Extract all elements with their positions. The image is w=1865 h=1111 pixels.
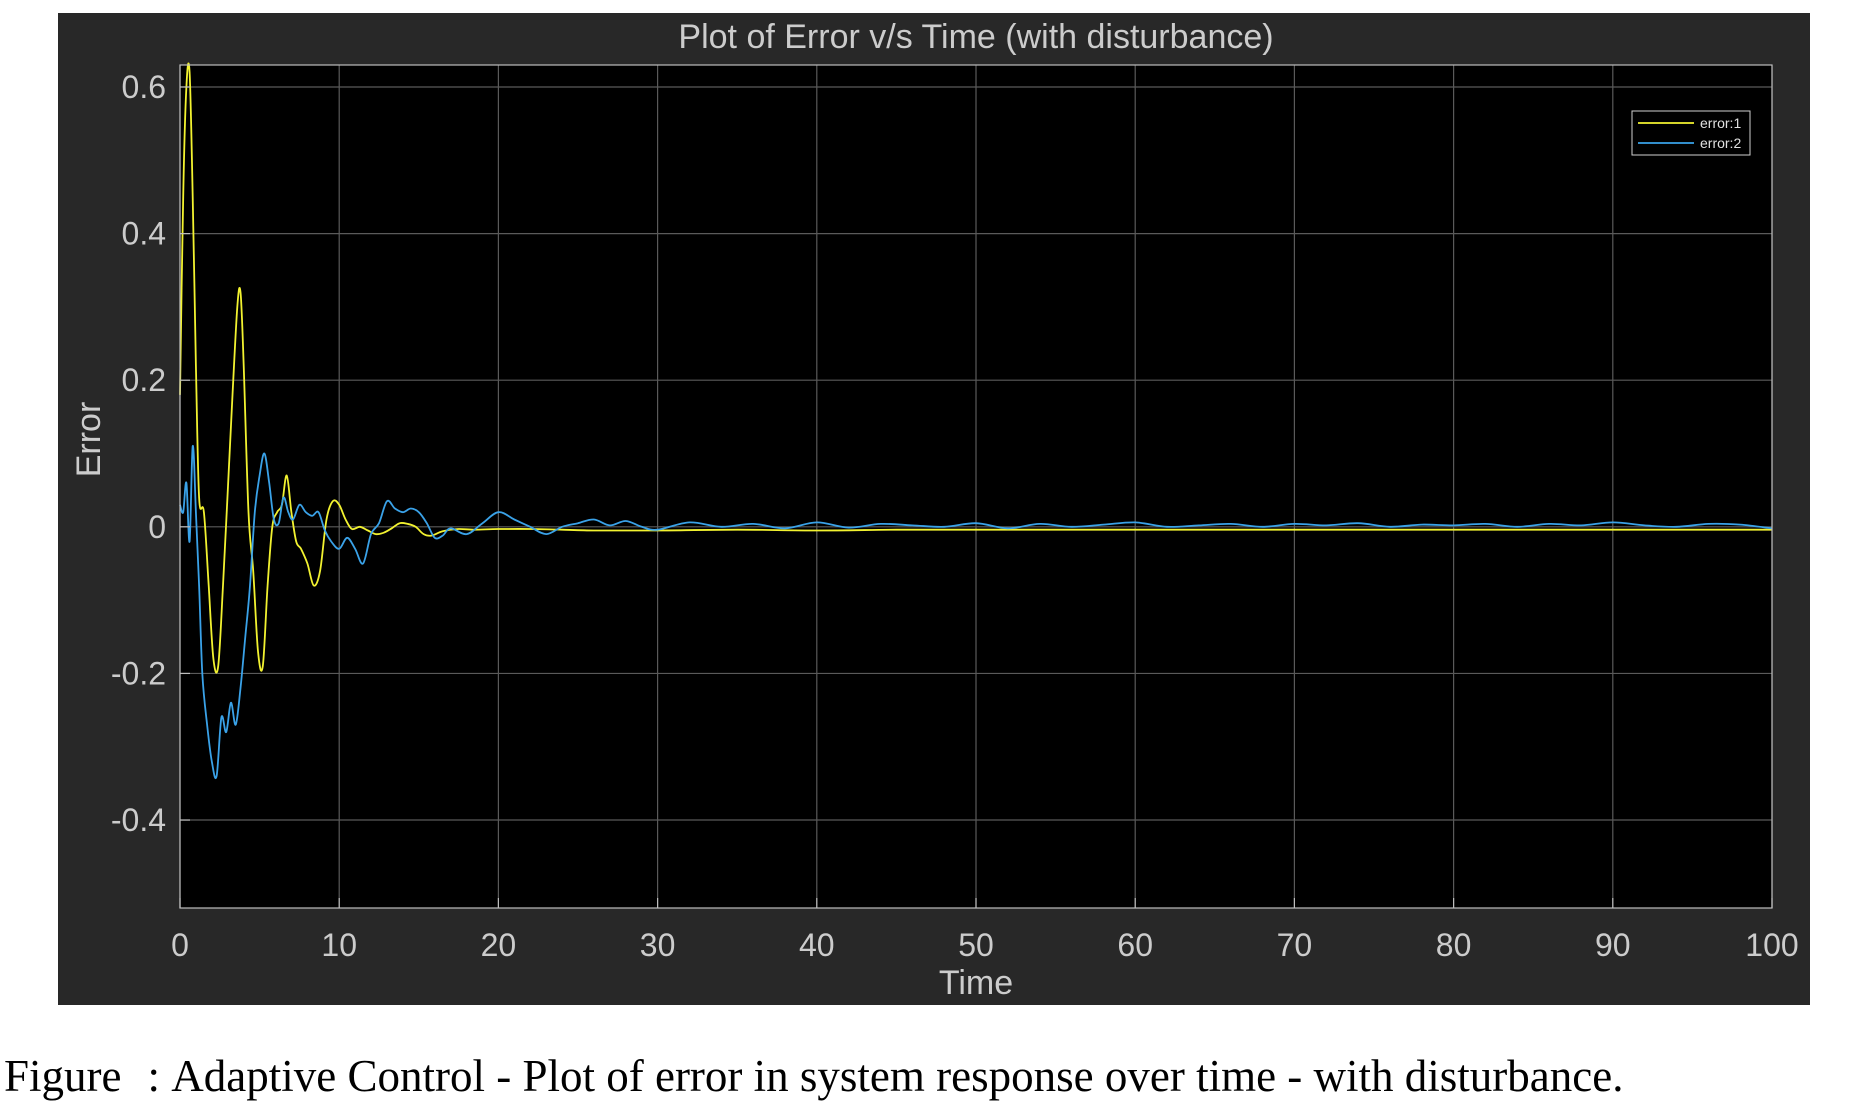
x-tick-label: 40 [799,927,835,963]
legend: error:1 error:2 [1631,110,1751,156]
tick-labels: 0 10 20 30 40 50 60 70 80 90 100 -0.4 -0.2 0 0.2 0.4 0.6 [111,69,1799,963]
caption-separator: : [147,1051,161,1101]
x-tick-label: 20 [481,927,517,963]
figure-panel: 0 10 20 30 40 50 60 70 80 90 100 -0.4 -0.2 0 0.2 0.4 0.6… [58,13,1810,1005]
legend-label: error:2 [1700,135,1741,151]
y-axis-label: Error [70,402,108,478]
x-tick-label: 80 [1436,927,1472,963]
legend-box [1631,110,1751,156]
caption-text: Adaptive Control - Plot of error in syst… [171,1051,1624,1101]
error-chart: 0 10 20 30 40 50 60 70 80 90 100 -0.4 -0.2 0 0.2 0.4 0.6… [70,18,1799,1002]
x-tick-label: 50 [958,927,994,963]
x-tick-label: 60 [1117,927,1153,963]
x-tick-label: 100 [1745,927,1798,963]
x-tick-label: 90 [1595,927,1631,963]
x-axis-label: Time [939,964,1013,1002]
legend-label: error:1 [1700,115,1741,131]
figure-caption: Figure: Adaptive Control - Plot of error… [0,1050,1865,1102]
y-tick-label: 0.2 [122,362,166,398]
chart-title: Plot of Error v/s Time (with disturbance… [678,18,1273,56]
series-line-error-2 [179,445,1773,779]
y-tick-label: 0.6 [122,69,166,105]
y-tick-label: 0 [148,509,166,545]
caption-prefix: Figure [4,1051,122,1101]
x-tick-label: 10 [321,927,357,963]
y-tick-label: 0.4 [122,216,166,252]
x-tick-label: 70 [1277,927,1313,963]
series-lines [179,62,1773,779]
x-tick-label: 30 [640,927,676,963]
x-tick-label: 0 [171,927,189,963]
y-tick-label: -0.2 [111,655,166,691]
series-line-error-1 [179,62,1772,674]
y-tick-label: -0.4 [111,802,166,838]
